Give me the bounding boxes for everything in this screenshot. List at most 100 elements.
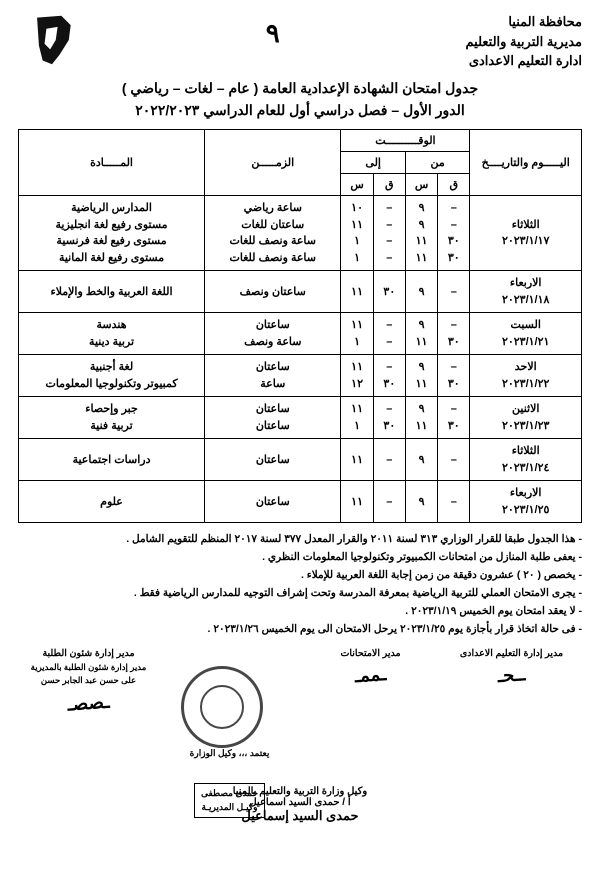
cell-subject: دراسات اجتماعية xyxy=(19,439,205,481)
cell-from-q: – xyxy=(438,439,470,481)
cell-date: السبت٢٠٢٣/١/٢١ xyxy=(470,313,582,355)
cell-subject: المدارس الرياضيةمستوى رفيع لغة انجليزيةم… xyxy=(19,196,205,271)
cell-duration: ساعتان ونصف xyxy=(205,271,341,313)
page: محافظة المنيا مديرية التربية والتعليم اد… xyxy=(0,0,600,830)
cell-to-s: ١١١٢ xyxy=(341,355,373,397)
cell-from-s: ٩ xyxy=(405,271,437,313)
department: ادارة التعليم الاعدادى xyxy=(466,51,583,71)
cell-to-s: ١١١ xyxy=(341,397,373,439)
header: محافظة المنيا مديرية التربية والتعليم اد… xyxy=(18,12,582,71)
page-number: ٩ xyxy=(80,18,466,49)
cell-to-q: –٣٠ xyxy=(373,397,405,439)
th-date: اليـــــوم والتاريــــخ xyxy=(470,130,582,196)
cell-duration: ساعتانساعتان xyxy=(205,397,341,439)
note-line: - فى حالة اتخاذ قرار بأجازة يوم ٢٠٢٣/١/٢… xyxy=(18,621,582,639)
cell-duration: ساعتان xyxy=(205,439,341,481)
cell-from-q: –٣٠ xyxy=(438,313,470,355)
cell-from-q: –٣٠ xyxy=(438,397,470,439)
cell-from-q: – xyxy=(438,271,470,313)
cell-duration: ساعتانساعة xyxy=(205,355,341,397)
final-line3: حمدى السيد إسماعيل xyxy=(150,808,450,824)
cell-date: الاربعاء٢٠٢٣/١/١٨ xyxy=(470,271,582,313)
cell-from-s: ٩ xyxy=(405,481,437,523)
directorate: مديرية التربية والتعليم xyxy=(466,32,583,52)
cell-duration: ساعتانساعة ونصف xyxy=(205,313,341,355)
table-row: الاربعاء٢٠٢٣/١/٢٥–٩–١١ساعتانعلوم xyxy=(19,481,582,523)
cell-subject: اللغة العربية والخط والإملاء xyxy=(19,271,205,313)
cell-subject: هندسةتربية دينية xyxy=(19,313,205,355)
th-duration: الزمـــــن xyxy=(205,130,341,196)
th-from: من xyxy=(405,152,469,174)
cell-from-s: ٩١١ xyxy=(405,355,437,397)
th-to-s: س xyxy=(341,174,373,196)
th-to: إلى xyxy=(341,152,405,174)
cell-date: الاربعاء٢٠٢٣/١/٢٥ xyxy=(470,481,582,523)
table-row: الثلاثاء٢٠٢٣/١/٢٤–٩–١١ساعتاندراسات اجتما… xyxy=(19,439,582,481)
table-row: السبت٢٠٢٣/١/٢١–٣٠٩١١––١١١ساعتانساعة ونصف… xyxy=(19,313,582,355)
table-header-row-1: اليـــــوم والتاريــــخ الوقــــــــــت … xyxy=(19,130,582,152)
cell-date: الثلاثاء٢٠٢٣/١/١٧ xyxy=(470,196,582,271)
notes-block: - هذا الجدول طبقا للقرار الوزاري ٣١٣ لسن… xyxy=(18,531,582,638)
title-line2: الدور الأول – فصل دراسي أول للعام الدراس… xyxy=(18,99,582,121)
cell-to-s: ١١ xyxy=(341,271,373,313)
cell-from-q: – xyxy=(438,481,470,523)
table-row: الاحد٢٠٢٣/١/٢٢–٣٠٩١١–٣٠١١١٢ساعتانساعةلغة… xyxy=(19,355,582,397)
cell-to-q: –––– xyxy=(373,196,405,271)
table-row: الاثنين٢٠٢٣/١/٢٣–٣٠٩١١–٣٠١١١ساعتانساعتان… xyxy=(19,397,582,439)
sig-left: مدير إدارة شئون الطلبة مدير إدارة شئون ا… xyxy=(18,648,159,818)
th-time: الوقــــــــــت xyxy=(341,130,470,152)
cell-to-s: ١١ xyxy=(341,481,373,523)
governorate: محافظة المنيا xyxy=(466,12,583,32)
signature-scribble-icon: ـممـ xyxy=(299,660,441,691)
cell-date: الثلاثاء٢٠٢٣/١/٢٤ xyxy=(470,439,582,481)
th-from-s: س xyxy=(405,174,437,196)
th-subject: المـــــادة xyxy=(19,130,205,196)
final-line1: وكيل وزارة التربية والتعليم بالمنيا xyxy=(150,786,450,797)
final-line2: أ / حمدى السيد اسماعيل xyxy=(150,797,450,808)
cell-from-q: ––٣٠٣٠ xyxy=(438,196,470,271)
cell-to-s: ١١ xyxy=(341,439,373,481)
cell-subject: علوم xyxy=(19,481,205,523)
signature-scribble-icon: ــحـ xyxy=(440,660,582,691)
note-line: - هذا الجدول طبقا للقرار الوزاري ٣١٣ لسن… xyxy=(18,531,582,549)
cell-to-q: – xyxy=(373,481,405,523)
header-text: محافظة المنيا مديرية التربية والتعليم اد… xyxy=(466,12,583,71)
note-line: - يجرى الامتحان العملي للتربية الرياضية … xyxy=(18,585,582,603)
cell-to-s: ١١١ xyxy=(341,313,373,355)
cell-date: الاثنين٢٠٢٣/١/٢٣ xyxy=(470,397,582,439)
signature-scribble-icon: ـصصـ xyxy=(17,688,159,719)
table-row: الثلاثاء٢٠٢٣/١/١٧––٣٠٣٠٩٩١١١١––––١٠١١١١س… xyxy=(19,196,582,271)
document-title: جدول امتحان الشهادة الإعدادية العامة ( ع… xyxy=(18,77,582,122)
cell-to-q: –– xyxy=(373,313,405,355)
cell-date: الاحد٢٠٢٣/١/٢٢ xyxy=(470,355,582,397)
sig-right-title: مدير إدارة التعليم الاعدادى xyxy=(441,648,582,659)
sig-left-title2: مدير إدارة شئون الطلبة بالمديريةعلى حسن … xyxy=(18,661,159,687)
note-line: - لا يعقد امتحان يوم الخميس ٢٠٢٣/١/١٩ . xyxy=(18,603,582,621)
table-row: الاربعاء٢٠٢٣/١/١٨–٩٣٠١١ساعتان ونصفاللغة … xyxy=(19,271,582,313)
sig-left-title1: مدير إدارة شئون الطلبة xyxy=(18,648,159,659)
note-line: - يعفى طلبة المنازل من امتحانات الكمبيوت… xyxy=(18,549,582,567)
cell-to-q: ٣٠ xyxy=(373,271,405,313)
cell-from-s: ٩٩١١١١ xyxy=(405,196,437,271)
cell-from-s: ٩١١ xyxy=(405,397,437,439)
official-stamp-icon xyxy=(181,666,263,748)
cell-to-q: –٣٠ xyxy=(373,355,405,397)
cell-subject: لغة أجنبيةكمبيوتر وتكنولوجيا المعلومات xyxy=(19,355,205,397)
cell-to-q: – xyxy=(373,439,405,481)
signatures-area: مدير إدارة التعليم الاعدادى ــحـ مدير ال… xyxy=(18,648,582,818)
final-signature-block: وكيل وزارة التربية والتعليم بالمنيا أ / … xyxy=(150,786,450,824)
cell-subject: جبر وإحصاءتربية فنية xyxy=(19,397,205,439)
cell-from-q: –٣٠ xyxy=(438,355,470,397)
sig-mid-right-title: مدير الامتحانات xyxy=(300,648,441,659)
cell-duration: ساعتان xyxy=(205,481,341,523)
nefertiti-logo-icon xyxy=(24,12,80,68)
cell-from-s: ٩ xyxy=(405,439,437,481)
sig-right: مدير إدارة التعليم الاعدادى ــحـ xyxy=(441,648,582,818)
cell-to-s: ١٠١١١١ xyxy=(341,196,373,271)
th-from-q: ق xyxy=(438,174,470,196)
th-to-q: ق xyxy=(373,174,405,196)
title-line1: جدول امتحان الشهادة الإعدادية العامة ( ع… xyxy=(18,77,582,99)
sig-box-line1: يعتمد ،،، وكيل الوزارة xyxy=(159,748,300,759)
note-line: - يخصص ( ٢٠ ) عشرون دقيقة من زمن إجابة ا… xyxy=(18,567,582,585)
cell-from-s: ٩١١ xyxy=(405,313,437,355)
